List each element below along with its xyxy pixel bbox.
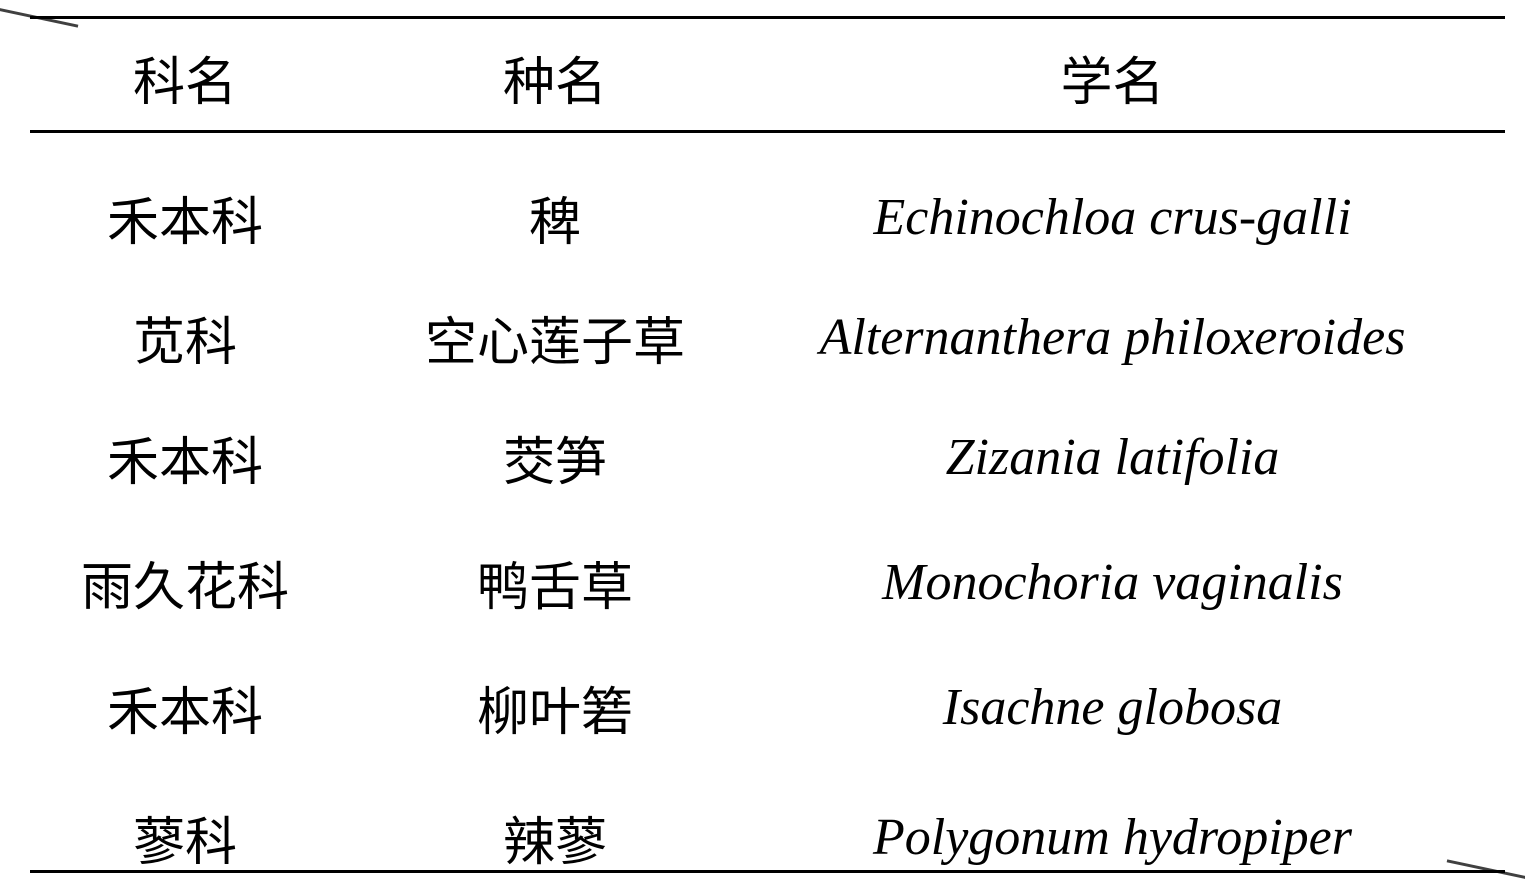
cell-species: 柳叶箬: [370, 670, 740, 745]
table-row: 苋科 空心莲子草 Alternanthera philoxeroides: [0, 300, 1525, 375]
table-rule-top: [30, 16, 1505, 19]
cell-latin: Echinochloa crus-galli: [740, 188, 1525, 247]
table-row: 雨久花科 鸭舌草 Monochoria vaginalis: [0, 545, 1525, 620]
table-rule-header: [30, 130, 1505, 133]
cell-latin: Zizania latifolia: [740, 428, 1525, 487]
cell-latin: Polygonum hydropiper: [740, 808, 1525, 867]
cell-family: 雨久花科: [0, 545, 370, 620]
table-row: 禾本科 茭笋 Zizania latifolia: [0, 420, 1525, 495]
cell-species: 茭笋: [370, 420, 740, 495]
cell-family: 蓼科: [0, 800, 370, 875]
cell-species: 空心莲子草: [370, 300, 740, 375]
table-row: 蓼科 辣蓼 Polygonum hydropiper: [0, 800, 1525, 875]
table-header-row: 科名 种名 学名: [0, 40, 1525, 115]
cell-family: 禾本科: [0, 670, 370, 745]
table-header-species: 种名: [370, 40, 740, 115]
cell-latin: Monochoria vaginalis: [740, 553, 1525, 612]
cell-latin: Isachne globosa: [740, 678, 1525, 737]
cell-latin: Alternanthera philoxeroides: [740, 308, 1525, 367]
cell-species: 稗: [370, 180, 740, 255]
table-row: 禾本科 稗 Echinochloa crus-galli: [0, 180, 1525, 255]
cell-family: 禾本科: [0, 180, 370, 255]
cell-species: 辣蓼: [370, 800, 740, 875]
table-header-family: 科名: [0, 40, 370, 115]
species-table: 科名 种名 学名 禾本科 稗 Echinochloa crus-galli 苋科…: [0, 0, 1525, 887]
cell-family: 苋科: [0, 300, 370, 375]
cell-family: 禾本科: [0, 420, 370, 495]
cell-species: 鸭舌草: [370, 545, 740, 620]
table-row: 禾本科 柳叶箬 Isachne globosa: [0, 670, 1525, 745]
table-header-latin: 学名: [740, 40, 1525, 115]
